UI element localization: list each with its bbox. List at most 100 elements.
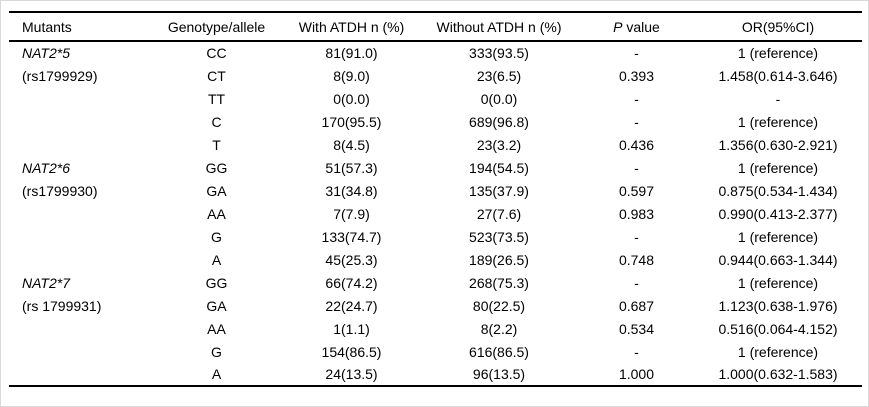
- cell-mutant: NAT2*6: [22, 159, 70, 176]
- cell-with-atdh: 51(57.3): [325, 159, 378, 176]
- cell-p-value: -: [634, 113, 639, 130]
- table-row: NAT2*5 CC 81(91.0) 333(93.5) - 1 (refere…: [9, 41, 862, 64]
- p-value-italic-p: P: [613, 18, 623, 35]
- cell-genotype: A: [211, 251, 222, 268]
- cell-genotype: GG: [205, 274, 228, 291]
- cell-or-ci: 1.458(0.614-3.646): [718, 67, 838, 84]
- cell-mutant-empty: [9, 340, 149, 363]
- cell-p-value: -: [634, 228, 639, 245]
- cell-genotype: GA: [206, 297, 227, 314]
- cell-p-value: 0.597: [618, 182, 655, 199]
- cell-mutant-empty: [9, 133, 149, 156]
- genotype-association-table-wrap: Mutants Genotype/allele With ATDH n (%) …: [9, 11, 862, 387]
- cell-mutant-empty: [9, 317, 149, 340]
- cell-genotype: G: [211, 228, 222, 245]
- cell-or-ci: 0.990(0.413-2.377): [718, 205, 838, 222]
- cell-p-value: -: [634, 45, 639, 61]
- cell-p-value: -: [634, 159, 639, 176]
- cell-without-atdh: 616(86.5): [469, 343, 529, 360]
- header-genotype-allele: Genotype/allele: [149, 12, 284, 42]
- cell-with-atdh: 81(91.0): [325, 45, 378, 61]
- cell-p-value: 0.983: [618, 205, 655, 222]
- cell-with-atdh: 1(1.1): [333, 320, 370, 337]
- table-row: (rs1799929) CT 8(9.0) 23(6.5) 0.393 1.45…: [9, 64, 862, 87]
- cell-p-value: 0.748: [618, 251, 655, 268]
- cell-p-value: 0.436: [618, 136, 655, 153]
- table-row: TT 0(0.0) 0(0.0) - -: [9, 87, 862, 110]
- cell-with-atdh: 7(7.9): [333, 205, 370, 222]
- cell-mutant-empty: [9, 110, 149, 133]
- cell-with-atdh: 8(9.0): [333, 67, 370, 84]
- cell-without-atdh: 80(22.5): [472, 297, 526, 314]
- cell-without-atdh: 27(7.6): [476, 205, 522, 222]
- table-row: A 45(25.3) 189(26.5) 0.748 0.944(0.663-1…: [9, 248, 862, 271]
- cell-mutant-empty: [9, 202, 149, 225]
- cell-without-atdh: 0(0.0): [480, 90, 518, 107]
- cell-genotype: GG: [205, 159, 228, 176]
- cell-rs-number: (rs1799929): [22, 67, 98, 84]
- cell-with-atdh: 8(4.5): [333, 136, 370, 153]
- cell-or-ci: 0.944(0.663-1.344): [718, 251, 838, 268]
- table-row: T 8(4.5) 23(3.2) 0.436 1.356(0.630-2.921…: [9, 133, 862, 156]
- cell-genotype: A: [211, 366, 222, 382]
- cell-genotype: CT: [207, 67, 226, 84]
- cell-mutant-empty: [9, 363, 149, 386]
- cell-with-atdh: 0(0.0): [333, 90, 370, 107]
- cell-with-atdh: 154(86.5): [321, 343, 382, 360]
- table-row: G 133(74.7) 523(73.5) - 1 (reference): [9, 225, 862, 248]
- cell-with-atdh: 24(13.5): [325, 366, 378, 382]
- table-row: NAT2*6 GG 51(57.3) 194(54.5) - 1 (refere…: [9, 156, 862, 179]
- cell-genotype: AA: [207, 205, 226, 222]
- cell-p-value: -: [634, 343, 639, 360]
- cell-genotype: CC: [206, 45, 227, 61]
- table-row: AA 7(7.9) 27(7.6) 0.983 0.990(0.413-2.37…: [9, 202, 862, 225]
- cell-without-atdh: 189(26.5): [469, 251, 529, 268]
- cell-mutant: NAT2*7: [22, 274, 70, 291]
- cell-or-ci: 1.123(0.638-1.976): [718, 297, 838, 314]
- cell-or-ci: 0.516(0.064-4.152): [718, 320, 838, 337]
- table-row: NAT2*7 GG 66(74.2) 268(75.3) - 1 (refere…: [9, 271, 862, 294]
- cell-rs-number: (rs 1799931): [22, 297, 102, 314]
- header-row: Mutants Genotype/allele With ATDH n (%) …: [9, 12, 862, 42]
- cell-genotype: G: [211, 343, 222, 360]
- cell-without-atdh: 268(75.3): [469, 274, 529, 291]
- cell-with-atdh: 31(34.8): [325, 182, 378, 199]
- cell-with-atdh: 170(95.5): [321, 113, 382, 130]
- cell-or-ci: 1 (reference): [737, 159, 819, 176]
- cell-or-ci: 1 (reference): [737, 343, 819, 360]
- cell-with-atdh: 22(24.7): [325, 297, 378, 314]
- header-with-atdh: With ATDH n (%): [284, 12, 419, 42]
- cell-or-ci: 1 (reference): [737, 274, 819, 291]
- cell-without-atdh: 96(13.5): [472, 366, 526, 382]
- cell-without-atdh: 23(3.2): [476, 136, 522, 153]
- table-row: (rs1799930) GA 31(34.8) 135(37.9) 0.597 …: [9, 179, 862, 202]
- cell-without-atdh: 8(2.2): [480, 320, 518, 337]
- cell-mutant-empty: [9, 225, 149, 248]
- cell-without-atdh: 23(6.5): [476, 67, 522, 84]
- cell-without-atdh: 194(54.5): [469, 159, 529, 176]
- cell-mutant-empty: [9, 248, 149, 271]
- p-value-rest: value: [622, 18, 660, 35]
- table-header: Mutants Genotype/allele With ATDH n (%) …: [9, 12, 862, 42]
- cell-without-atdh: 135(37.9): [469, 182, 529, 199]
- cell-p-value: -: [634, 90, 639, 107]
- cell-mutant-empty: [9, 87, 149, 110]
- cell-genotype: C: [211, 113, 222, 130]
- cell-p-value: 0.687: [618, 297, 655, 314]
- cell-or-ci: 1 (reference): [737, 113, 819, 130]
- cell-genotype: GA: [206, 182, 227, 199]
- header-p-value: P value: [579, 12, 694, 42]
- genotype-association-table: Mutants Genotype/allele With ATDH n (%) …: [9, 11, 862, 387]
- cell-mutant: NAT2*5: [22, 45, 70, 61]
- table-row: G 154(86.5) 616(86.5) - 1 (reference): [9, 340, 862, 363]
- cell-p-value: -: [634, 274, 639, 291]
- cell-rs-number: (rs1799930): [22, 182, 98, 199]
- cell-or-ci: 1.356(0.630-2.921): [718, 136, 838, 153]
- table-row: AA 1(1.1) 8(2.2) 0.534 0.516(0.064-4.152…: [9, 317, 862, 340]
- cell-with-atdh: 66(74.2): [325, 274, 378, 291]
- cell-with-atdh: 133(74.7): [321, 228, 382, 245]
- cell-or-ci: 0.875(0.534-1.434): [718, 182, 838, 199]
- table-row: A 24(13.5) 96(13.5) 1.000 1.000(0.632-1.…: [9, 363, 862, 386]
- table-body: NAT2*5 CC 81(91.0) 333(93.5) - 1 (refere…: [9, 41, 862, 386]
